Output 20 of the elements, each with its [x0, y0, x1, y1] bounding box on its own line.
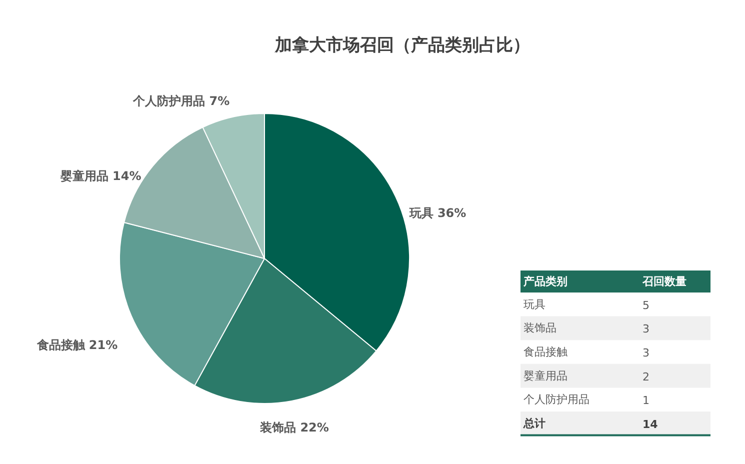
data-label: 3: [642, 346, 650, 360]
category-label: 玩具: [524, 298, 546, 311]
slice-label: 食品接触 21%: [36, 338, 118, 352]
slice-label: 婴童用品 14%: [59, 168, 142, 183]
data-label: 3: [642, 322, 650, 336]
category-label: 装饰品: [524, 322, 556, 335]
data-label: 2: [642, 370, 650, 384]
category-label: 食品接触: [524, 346, 568, 358]
text: 召回数量: [642, 275, 686, 288]
text: 产品类别: [522, 275, 568, 288]
slice-label: 个人防护用品 7%: [132, 94, 230, 108]
text: 14: [642, 418, 658, 431]
category-label: 个人防护用品: [524, 393, 590, 406]
data-label: 1: [642, 394, 650, 408]
slice-label: 玩具 36%: [408, 206, 466, 220]
text: 总计: [522, 416, 546, 430]
category-label: 婴童用品: [524, 369, 568, 382]
slice-label: 装饰品 22%: [259, 420, 329, 434]
data-label: 5: [642, 298, 650, 312]
chart-title: 加拿大市场召回（产品类别占比）: [274, 36, 530, 56]
